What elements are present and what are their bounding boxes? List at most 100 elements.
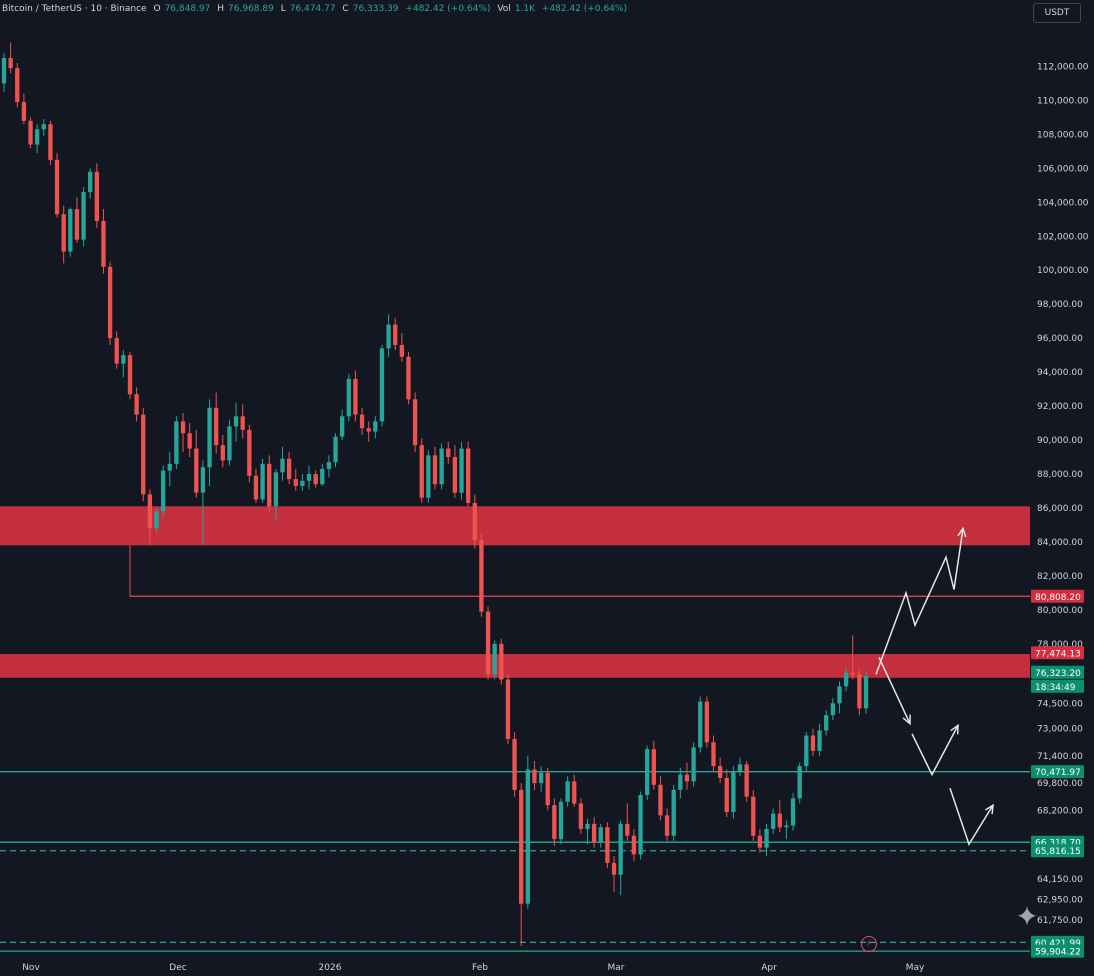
candle-body	[34, 129, 40, 145]
legend-close: 76,333.39	[352, 4, 399, 14]
legend-vol: 1.1K	[514, 4, 536, 14]
candle-body	[366, 428, 371, 432]
level-65816-tag-bg	[1031, 844, 1084, 858]
candle-body	[538, 772, 544, 784]
candle-body	[273, 472, 279, 507]
candle-body	[472, 502, 477, 541]
tag-77474-bg	[1031, 646, 1084, 660]
candle-body	[101, 220, 106, 267]
y-tick-label: 88,000.00	[1037, 470, 1083, 480]
candle-body	[711, 742, 716, 767]
candle-body	[492, 643, 497, 675]
y-tick-label: 94,000.00	[1037, 368, 1083, 378]
candle-body	[393, 324, 398, 345]
y-tick-label: 106,000.00	[1037, 164, 1089, 174]
candle-body	[678, 774, 683, 790]
candle-body	[227, 426, 232, 461]
candle-body	[280, 458, 285, 473]
level-59904-tag: 59,904.22	[1035, 948, 1081, 958]
candle-body	[771, 813, 776, 829]
level-66318-tag: 66,318.70	[1035, 839, 1081, 849]
projection-bullish-arrowhead	[957, 526, 967, 538]
candle-body	[698, 701, 703, 748]
x-tick-label: May	[906, 963, 925, 973]
legend-high-label: H	[217, 4, 225, 14]
candle-body	[863, 676, 869, 709]
candle-body	[293, 479, 298, 486]
projection-bullish	[875, 528, 964, 675]
lightning-icon[interactable]: ⚡	[861, 936, 877, 952]
candle-body	[804, 735, 809, 767]
candle-body	[691, 747, 696, 782]
candle-body	[300, 480, 305, 486]
projection-bearish-arrowhead	[902, 714, 911, 726]
candle-body	[837, 686, 842, 704]
y-tick-label: 102,000.00	[1037, 232, 1089, 242]
candle-body	[658, 784, 663, 816]
candle-body	[68, 209, 73, 252]
candle-body	[830, 703, 836, 716]
tag-countdown: 18:34:49	[1035, 683, 1076, 693]
y-tick-label: 82,000.00	[1037, 572, 1083, 582]
level-70471-tag-bg	[1031, 765, 1084, 779]
level-70471-tag: 70,471.97	[1035, 768, 1081, 778]
candle-body	[545, 772, 550, 806]
candle-body	[214, 407, 219, 446]
y-tick-label: 68,200.00	[1037, 806, 1083, 816]
candle-body	[107, 266, 113, 339]
candle-body	[200, 467, 206, 493]
candle-body	[426, 455, 431, 498]
candle-body	[717, 766, 723, 778]
candle-body	[664, 815, 670, 836]
candle-body	[645, 749, 650, 795]
candle-body	[333, 436, 338, 463]
candle-body	[625, 823, 630, 836]
y-tick-label: 90,000.00	[1037, 436, 1083, 446]
level-65816-tag: 65,816.15	[1035, 847, 1081, 857]
candle-body	[558, 801, 564, 840]
candle-body	[15, 68, 20, 103]
y-tick-label: 64,150.00	[1037, 875, 1083, 885]
candle-body	[412, 399, 418, 446]
candle-body	[247, 429, 252, 476]
candle-body	[8, 57, 13, 69]
y-tick-label: 80,000.00	[1037, 606, 1083, 616]
candle-body	[127, 355, 133, 395]
legend-low-label: L	[280, 4, 286, 14]
candle-body	[187, 433, 192, 449]
x-tick-label: 2026	[319, 963, 342, 973]
candle-body	[419, 445, 424, 498]
y-tick-label: 62,950.00	[1037, 895, 1083, 905]
y-tick-label: 78,000.00	[1037, 640, 1083, 650]
y-tick-label: 61,750.00	[1037, 916, 1083, 926]
candle-body	[320, 468, 325, 485]
legend-low: 76,474.77	[289, 4, 336, 14]
candle-body	[784, 825, 789, 828]
candle-body	[167, 463, 172, 471]
projection-bounce-low	[949, 787, 994, 846]
candle-body	[631, 835, 637, 855]
candle-body	[651, 749, 656, 785]
candle-body	[359, 414, 365, 429]
tag-current-bg	[1031, 665, 1084, 679]
candle-body	[88, 171, 93, 193]
legend-symbol[interactable]: Bitcoin / TetherUS · 10 · Binance	[2, 4, 147, 14]
candle-body	[114, 338, 119, 364]
candle-body	[313, 474, 318, 485]
candle-body	[605, 827, 610, 863]
x-tick-label: Feb	[472, 963, 488, 973]
candle-body	[379, 348, 385, 422]
y-tick-label: 98,000.00	[1037, 300, 1083, 310]
y-tick-label: 73,000.00	[1037, 725, 1083, 735]
candle-body	[452, 457, 458, 493]
candle-body	[386, 324, 391, 349]
candle-body	[744, 764, 749, 797]
candle-body	[326, 462, 332, 469]
y-tick-label: 112,000.00	[1037, 62, 1089, 72]
candle-body	[757, 835, 763, 848]
currency-selector[interactable]: USDT	[1033, 3, 1081, 23]
projection-bounce-mid-arrowhead	[950, 723, 959, 735]
candle-body	[797, 766, 802, 799]
sparkle-icon: ✦	[1015, 900, 1039, 933]
